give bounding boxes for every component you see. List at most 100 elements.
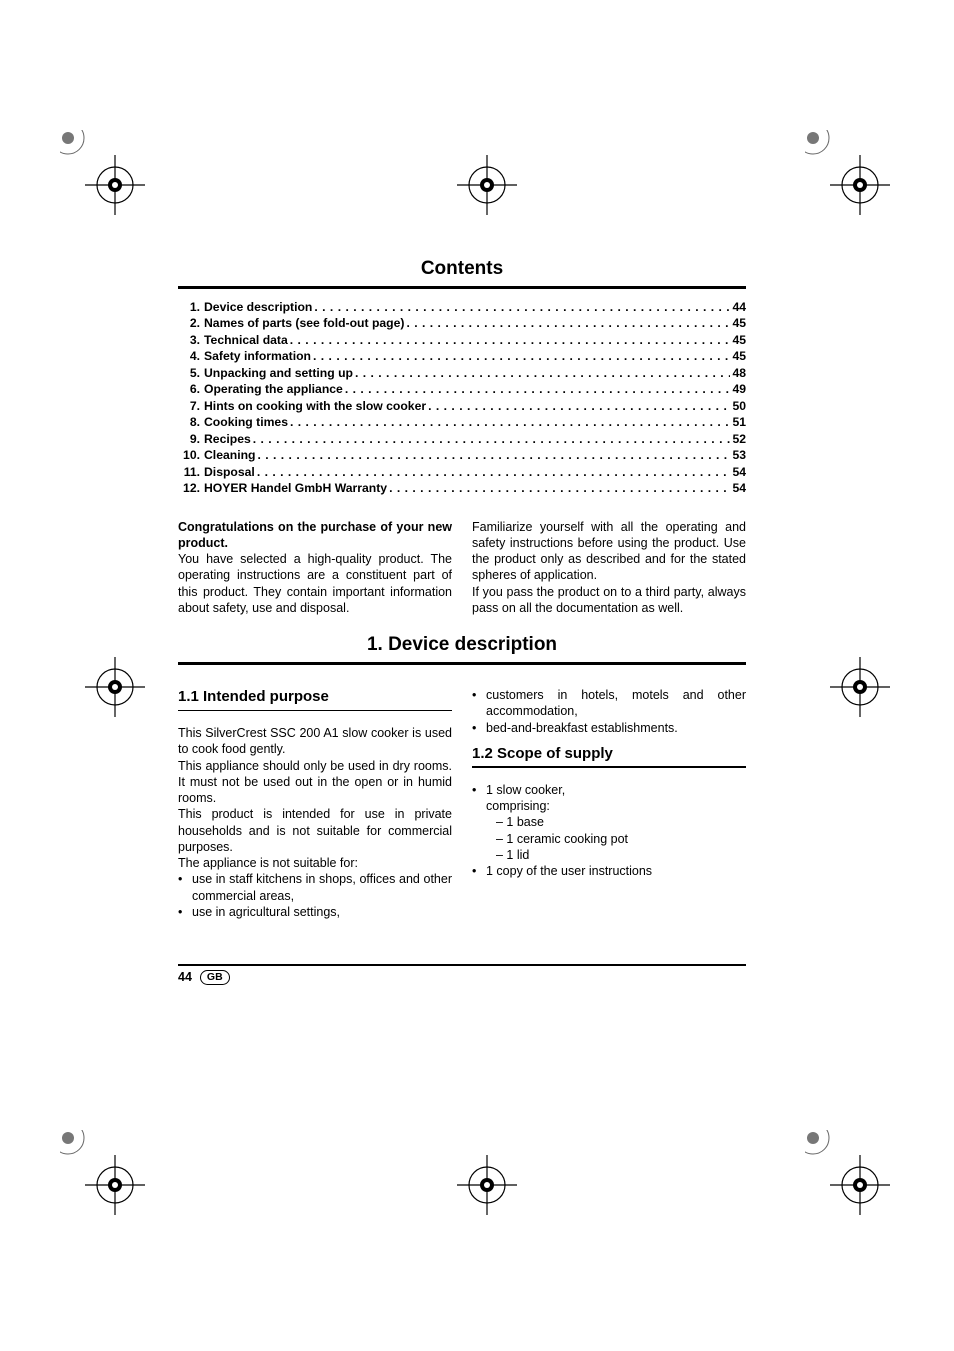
- s1-2-list: 1 slow cooker, comprising: – 1 base– 1 c…: [472, 782, 746, 880]
- dash-item: – 1 ceramic cooking pot: [486, 831, 746, 847]
- registration-mark-icon: [60, 130, 150, 220]
- registration-mark-icon: [432, 130, 522, 220]
- toc-page: 53: [730, 447, 746, 463]
- list-sub: comprising:: [486, 799, 550, 813]
- toc-label: Hints on cooking with the slow cooker: [204, 398, 426, 414]
- s1-1-p1: This SilverCrest SSC 200 A1 slow cooker …: [178, 725, 452, 758]
- toc-row: 6.Operating the appliance 49: [178, 381, 746, 397]
- toc-label: Technical data: [204, 332, 288, 348]
- toc-row: 9.Recipes52: [178, 431, 746, 447]
- toc-num: 1.: [178, 299, 200, 315]
- toc-dots: [255, 447, 730, 463]
- subheading-1-2: 1.2 Scope of supply: [472, 744, 746, 764]
- toc-dots: [288, 414, 730, 430]
- list-item: 1 slow cooker, comprising: – 1 base– 1 c…: [486, 782, 746, 863]
- section-1-left: 1.1 Intended purpose This SilverCrest SS…: [178, 687, 452, 920]
- section-1-right: customers in hotels, motels and other ac…: [472, 687, 746, 920]
- toc-num: 5.: [178, 365, 200, 381]
- toc-page: 48: [730, 365, 746, 381]
- toc-row: 5.Unpacking and setting up 48: [178, 365, 746, 381]
- toc-label: Cooking times: [204, 414, 288, 430]
- registration-mark-icon: [805, 632, 895, 722]
- heading-rule: [178, 286, 746, 289]
- toc-dots: [387, 480, 730, 496]
- toc-row: 10.Cleaning 53: [178, 447, 746, 463]
- intro-right-p1: Familiarize yourself with all the operat…: [472, 519, 746, 584]
- toc-dots: [426, 398, 730, 414]
- registration-mark-icon: [60, 1130, 150, 1220]
- toc-num: 10.: [178, 447, 200, 463]
- toc-page: 51: [730, 414, 746, 430]
- intro-left-body: You have selected a high-quality product…: [178, 551, 452, 616]
- s1-1-bullets-right: customers in hotels, motels and other ac…: [472, 687, 746, 736]
- toc-dots: [404, 315, 730, 331]
- s1-1-p4: The appliance is not suitable for:: [178, 855, 452, 871]
- intro-bold: Congratulations on the purchase of your …: [178, 519, 452, 552]
- country-badge: GB: [200, 970, 230, 985]
- toc-label: Unpacking and setting up: [204, 365, 353, 381]
- toc-dots: [353, 365, 730, 381]
- s1-1-p3: This product is intended for use in priv…: [178, 806, 452, 855]
- intro-right-p2: If you pass the product on to a third pa…: [472, 584, 746, 617]
- table-of-contents: 1.Device description442.Names of parts (…: [178, 299, 746, 497]
- toc-label: Names of parts (see fold-out page): [204, 315, 404, 331]
- list-text: 1 slow cooker,: [486, 783, 565, 797]
- toc-row: 7.Hints on cooking with the slow cooker 5…: [178, 398, 746, 414]
- toc-page: 45: [730, 348, 746, 364]
- toc-num: 12.: [178, 480, 200, 496]
- toc-num: 7.: [178, 398, 200, 414]
- intro-columns: Congratulations on the purchase of your …: [178, 519, 746, 617]
- toc-num: 6.: [178, 381, 200, 397]
- toc-page: 45: [730, 315, 746, 331]
- toc-page: 52: [730, 431, 746, 447]
- list-item: customers in hotels, motels and other ac…: [486, 687, 746, 720]
- registration-mark-icon: [805, 130, 895, 220]
- toc-num: 8.: [178, 414, 200, 430]
- toc-dots: [312, 299, 730, 315]
- toc-dots: [255, 464, 731, 480]
- sub-rule: [178, 710, 452, 712]
- toc-row: 2.Names of parts (see fold-out page) 45: [178, 315, 746, 331]
- toc-page: 45: [730, 332, 746, 348]
- toc-label: Disposal: [204, 464, 255, 480]
- dash-list: – 1 base– 1 ceramic cooking pot– 1 lid: [486, 814, 746, 863]
- section-1-columns: 1.1 Intended purpose This SilverCrest SS…: [178, 687, 746, 920]
- toc-dots: [343, 381, 731, 397]
- toc-num: 2.: [178, 315, 200, 331]
- toc-num: 3.: [178, 332, 200, 348]
- toc-label: HOYER Handel GmbH Warranty: [204, 480, 387, 496]
- list-item: use in agricultural settings,: [192, 904, 452, 920]
- toc-num: 4.: [178, 348, 200, 364]
- toc-label: Device description: [204, 299, 312, 315]
- intro-left-column: Congratulations on the purchase of your …: [178, 519, 452, 617]
- toc-label: Operating the appliance: [204, 381, 343, 397]
- heading-rule: [178, 662, 746, 665]
- toc-row: 11.Disposal54: [178, 464, 746, 480]
- list-item: bed-and-breakfast establishments.: [486, 720, 746, 736]
- registration-mark-icon: [432, 1130, 522, 1220]
- list-item: 1 copy of the user instructions: [486, 863, 746, 879]
- list-item: use in staff kitchens in shops, offices …: [192, 871, 452, 904]
- toc-label: Safety information: [204, 348, 311, 364]
- toc-row: 1.Device description44: [178, 299, 746, 315]
- subheading-1-1: 1.1 Intended purpose: [178, 687, 452, 707]
- toc-page: 54: [730, 480, 746, 496]
- s1-1-p2: This appliance should only be used in dr…: [178, 758, 452, 807]
- toc-dots: [288, 332, 731, 348]
- toc-page: 50: [730, 398, 746, 414]
- toc-label: Cleaning: [204, 447, 255, 463]
- toc-num: 9.: [178, 431, 200, 447]
- page-number: 44: [178, 970, 192, 984]
- toc-row: 4.Safety information 45: [178, 348, 746, 364]
- toc-page: 49: [730, 381, 746, 397]
- sub-rule: [472, 766, 746, 768]
- contents-heading: Contents: [178, 258, 746, 280]
- s1-1-bullets-left: use in staff kitchens in shops, offices …: [178, 871, 452, 920]
- registration-mark-icon: [60, 632, 150, 722]
- intro-right-column: Familiarize yourself with all the operat…: [472, 519, 746, 617]
- toc-dots: [251, 431, 731, 447]
- dash-item: – 1 lid: [486, 847, 746, 863]
- footer-rule: [178, 964, 746, 966]
- toc-row: 12.HOYER Handel GmbH Warranty 54: [178, 480, 746, 496]
- registration-mark-icon: [805, 1130, 895, 1220]
